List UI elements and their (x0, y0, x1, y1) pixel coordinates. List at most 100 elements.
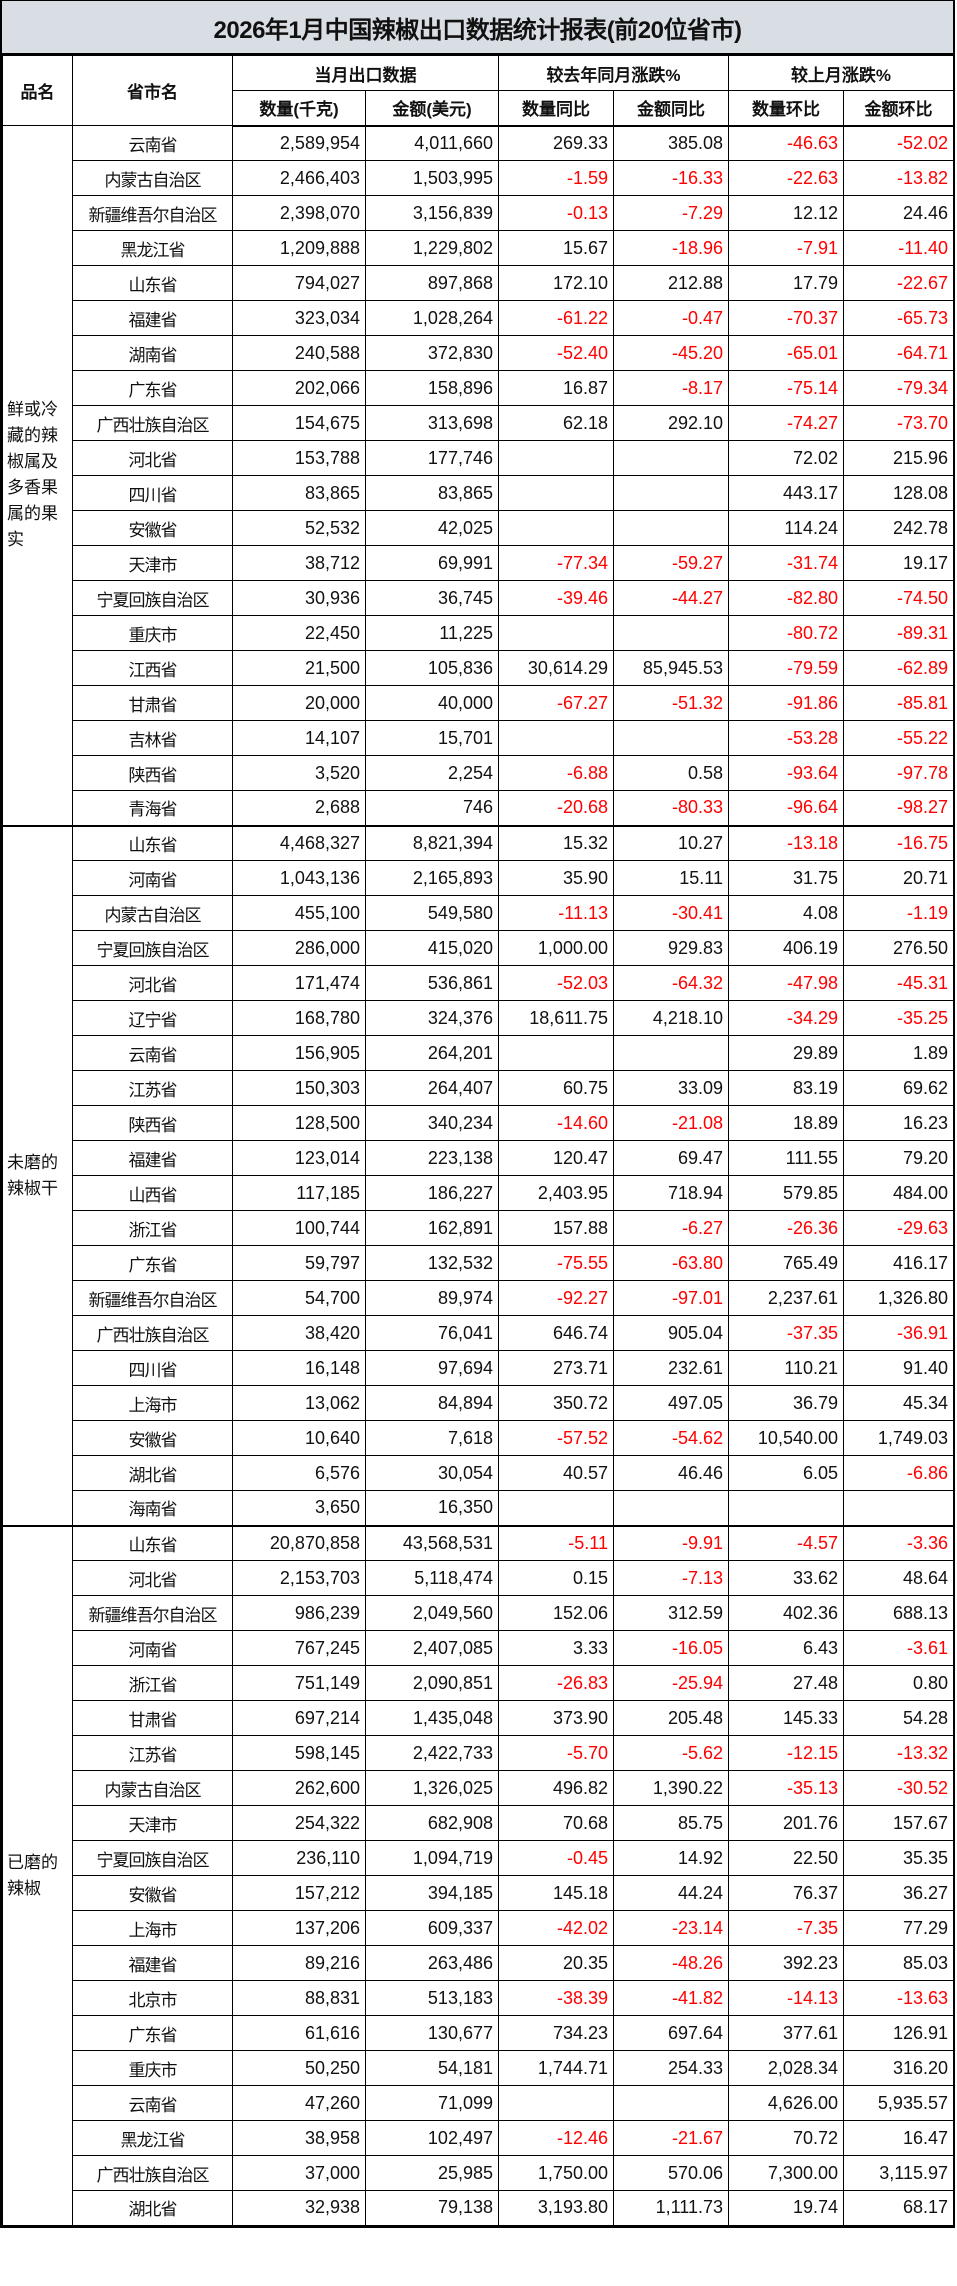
qty-yoy-cell: 20.35 (498, 1945, 614, 1981)
amount-mom-cell: 1.89 (843, 1035, 954, 1071)
province-cell: 河南省 (72, 860, 233, 896)
amount-yoy-cell: 15.11 (613, 860, 729, 896)
amount-cell: 4,011,660 (365, 125, 499, 161)
table-row: 新疆维吾尔自治区 54,700 89,974 -92.27 -97.01 2,237.61… (3, 1280, 954, 1316)
qty-cell: 986,239 (232, 1595, 366, 1631)
qty-yoy-cell: 35.90 (498, 860, 614, 896)
amount-cell: 36,745 (365, 580, 499, 616)
amount-yoy-cell: -45.20 (613, 335, 729, 371)
province-cell: 宁夏回族自治区 (72, 930, 233, 966)
amount-yoy-cell: 1,390.22 (613, 1770, 729, 1806)
province-cell: 内蒙古自治区 (72, 160, 233, 196)
amount-mom-cell: -3.61 (843, 1630, 954, 1666)
amount-cell: 83,865 (365, 475, 499, 511)
amount-cell: 549,580 (365, 895, 499, 931)
qty-mom-cell: -53.28 (728, 720, 844, 756)
province-cell: 山西省 (72, 1175, 233, 1211)
qty-yoy-cell: 30,614.29 (498, 650, 614, 686)
province-cell: 广西壮族自治区 (72, 2155, 233, 2191)
qty-cell: 3,650 (232, 1490, 366, 1527)
province-cell: 内蒙古自治区 (72, 1770, 233, 1806)
qty-yoy-cell: -0.13 (498, 195, 614, 231)
amount-cell: 1,326,025 (365, 1770, 499, 1806)
qty-yoy-cell (498, 720, 614, 756)
amount-cell: 394,185 (365, 1875, 499, 1911)
table-row: 安徽省 10,640 7,618 -57.52 -54.62 10,540.00 1,749… (3, 1420, 954, 1456)
amount-mom-cell (843, 1490, 954, 1527)
qty-yoy-cell: 1,750.00 (498, 2155, 614, 2191)
amount-mom-cell: -22.67 (843, 265, 954, 301)
qty-yoy-cell: 60.75 (498, 1070, 614, 1106)
table-row: 内蒙古自治区 455,100 549,580 -11.13 -30.41 4.08 -1.1… (3, 895, 954, 931)
amount-mom-cell: -89.31 (843, 615, 954, 651)
amount-mom-cell: -97.78 (843, 755, 954, 791)
qty-yoy-cell: 18,611.75 (498, 1000, 614, 1036)
amount-yoy-cell: 212.88 (613, 265, 729, 301)
amount-yoy-cell: -54.62 (613, 1420, 729, 1456)
qty-mom-cell: 31.75 (728, 860, 844, 896)
amount-mom-cell: 128.08 (843, 475, 954, 511)
qty-yoy-cell: 1,744.71 (498, 2050, 614, 2086)
qty-cell: 150,303 (232, 1070, 366, 1106)
qty-mom-cell: -22.63 (728, 160, 844, 196)
header-amount-mom: 金额环比 (843, 90, 954, 127)
amount-yoy-cell: -63.80 (613, 1245, 729, 1281)
table-row: 山西省 117,185 186,227 2,403.95 718.94 579.85 484… (3, 1175, 954, 1211)
amount-yoy-cell: -59.27 (613, 545, 729, 581)
province-cell: 广东省 (72, 2015, 233, 2051)
amount-cell: 8,821,394 (365, 825, 499, 861)
province-cell: 湖北省 (72, 2190, 233, 2227)
amount-cell: 313,698 (365, 405, 499, 441)
amount-cell: 158,896 (365, 370, 499, 406)
amount-yoy-cell: 46.46 (613, 1455, 729, 1491)
qty-mom-cell: 6.05 (728, 1455, 844, 1491)
qty-cell: 123,014 (232, 1140, 366, 1176)
amount-mom-cell: 484.00 (843, 1175, 954, 1211)
qty-yoy-cell: -1.59 (498, 160, 614, 196)
amount-yoy-cell: -21.67 (613, 2120, 729, 2156)
amount-mom-cell: -30.52 (843, 1770, 954, 1806)
qty-mom-cell: 2,237.61 (728, 1280, 844, 1316)
table-row: 上海市 137,206 609,337 -42.02 -23.14 -7.35 77.29 (3, 1910, 954, 1946)
qty-cell: 751,149 (232, 1665, 366, 1701)
amount-cell: 71,099 (365, 2085, 499, 2121)
province-cell: 浙江省 (72, 1665, 233, 1701)
qty-cell: 153,788 (232, 440, 366, 476)
amount-mom-cell: -62.89 (843, 650, 954, 686)
province-cell: 安徽省 (72, 510, 233, 546)
header-qty-mom: 数量环比 (728, 90, 844, 127)
qty-cell: 455,100 (232, 895, 366, 931)
amount-mom-cell: 1,749.03 (843, 1420, 954, 1456)
qty-cell: 286,000 (232, 930, 366, 966)
qty-yoy-cell: 15.67 (498, 230, 614, 266)
qty-mom-cell: 27.48 (728, 1665, 844, 1701)
table-row: 山东省 794,027 897,868 172.10 212.88 17.79 -22.67 (3, 265, 954, 301)
qty-mom-cell: -34.29 (728, 1000, 844, 1036)
amount-cell: 105,836 (365, 650, 499, 686)
province-cell: 黑龙江省 (72, 2120, 233, 2156)
qty-yoy-cell: -39.46 (498, 580, 614, 616)
qty-yoy-cell: 496.82 (498, 1770, 614, 1806)
header-group-mom: 较上月涨跌% (728, 55, 954, 91)
amount-cell: 25,985 (365, 2155, 499, 2191)
qty-yoy-cell: -14.60 (498, 1105, 614, 1141)
qty-mom-cell: -91.86 (728, 685, 844, 721)
amount-yoy-cell: -16.05 (613, 1630, 729, 1666)
qty-cell: 4,468,327 (232, 825, 366, 861)
table-row: 河南省 1,043,136 2,165,893 35.90 15.11 31.75 20.7… (3, 860, 954, 896)
qty-yoy-cell: 120.47 (498, 1140, 614, 1176)
amount-cell: 186,227 (365, 1175, 499, 1211)
amount-mom-cell: -1.19 (843, 895, 954, 931)
category-cell: 未磨的辣椒干 (2, 825, 73, 1527)
amount-cell: 2,407,085 (365, 1630, 499, 1666)
province-cell: 河北省 (72, 1560, 233, 1596)
amount-cell: 324,376 (365, 1000, 499, 1036)
province-cell: 湖南省 (72, 335, 233, 371)
amount-cell: 1,229,802 (365, 230, 499, 266)
amount-cell: 162,891 (365, 1210, 499, 1246)
amount-yoy-cell: 33.09 (613, 1070, 729, 1106)
qty-mom-cell: 83.19 (728, 1070, 844, 1106)
amount-yoy-cell: -7.13 (613, 1560, 729, 1596)
amount-mom-cell: 215.96 (843, 440, 954, 476)
amount-yoy-cell: -7.29 (613, 195, 729, 231)
